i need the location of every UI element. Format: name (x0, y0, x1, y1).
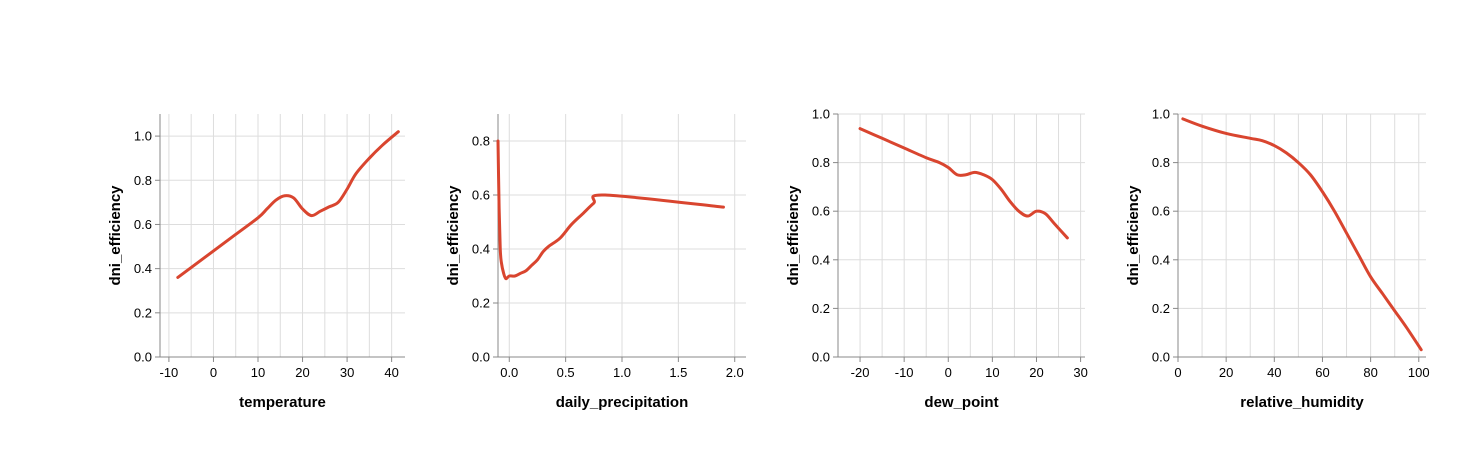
x-tick-label: 100 (1408, 365, 1430, 380)
y-tick-label: 0.2 (134, 305, 152, 320)
series-line (176, 130, 400, 279)
y-axis-title: dni_efficiency (107, 185, 124, 286)
y-tick-label: 0.8 (134, 173, 152, 188)
series-line (858, 127, 1069, 240)
x-tick-label: -10 (895, 365, 914, 380)
x-tick-label: 0.5 (557, 365, 575, 380)
x-axis-title: relative_humidity (1240, 394, 1364, 411)
x-tick-label: 10 (985, 365, 999, 380)
y-tick-label: 0.8 (1152, 155, 1170, 170)
x-tick-label: 60 (1315, 365, 1329, 380)
x-tick-label: 30 (1073, 365, 1087, 380)
x-tick-label: 0 (1174, 365, 1181, 380)
series-line (496, 139, 725, 281)
y-tick-label: 1.0 (134, 129, 152, 144)
y-tick-label: 0.6 (472, 188, 490, 203)
y-axis-title: dni_efficiency (1125, 185, 1142, 286)
x-tick-label: 2.0 (726, 365, 744, 380)
y-tick-label: 0.8 (812, 155, 830, 170)
gridlines (498, 114, 746, 358)
x-tick-label: 1.0 (613, 365, 631, 380)
y-tick-label: 0.2 (472, 296, 490, 311)
y-tick-label: 0.0 (134, 350, 152, 365)
x-tick-label: 20 (295, 365, 309, 380)
y-tick-label: 0.0 (812, 350, 830, 365)
y-tick-label: 0.2 (1152, 301, 1170, 316)
y-tick-label: 0.6 (1152, 204, 1170, 219)
y-tick-label: 0.2 (812, 301, 830, 316)
x-tick-label: 20 (1029, 365, 1043, 380)
y-tick-label: 0.4 (812, 252, 830, 267)
x-tick-label: 40 (1267, 365, 1281, 380)
x-tick-label: 10 (251, 365, 265, 380)
x-tick-label: 20 (1219, 365, 1233, 380)
chart-3: -20 -10 0 10 20 30 0.0 0.2 0.4 0.6 0.8 1.0 dew_point… (785, 107, 1088, 412)
y-tick-label: 0.0 (1152, 350, 1170, 365)
y-axis-title: dni_efficiency (785, 185, 802, 286)
y-axis-title: dni_efficiency (445, 185, 462, 286)
gridlines (1177, 113, 1426, 358)
x-tick-label: -10 (160, 365, 179, 380)
chart-4: 0 20 40 60 80 100 0.0 0.2 0.4 0.6 0.8 1.0 relative_h… (1125, 107, 1430, 412)
y-tick-label: 0.8 (472, 134, 490, 149)
series-line (1181, 117, 1423, 352)
gridlines (838, 113, 1085, 358)
x-axis-title: daily_precipitation (556, 394, 689, 411)
x-tick-label: 80 (1363, 365, 1377, 380)
y-tick-label: 0.6 (812, 204, 830, 219)
x-axis-title: dew_point (924, 394, 998, 411)
x-tick-label: 0 (945, 365, 952, 380)
y-tick-label: 1.0 (1152, 107, 1170, 122)
chart-1: -10 0 10 20 30 40 0.0 0.2 0.4 0.6 0.8 1.0 temperatur… (107, 114, 405, 411)
y-tick-label: 0.4 (134, 261, 152, 276)
x-tick-label: 1.5 (669, 365, 687, 380)
y-tick-label: 0.4 (1152, 252, 1170, 267)
chart-2: 0.0 0.5 1.0 1.5 2.0 0.0 0.2 0.4 0.6 0.8 daily_prec… (445, 114, 746, 411)
y-tick-label: 1.0 (812, 107, 830, 122)
x-tick-label: 0 (210, 365, 217, 380)
y-tick-label: 0.0 (472, 350, 490, 365)
x-axis-title: temperature (239, 394, 326, 411)
y-tick-label: 0.4 (472, 242, 490, 257)
x-tick-label: 40 (384, 365, 398, 380)
x-tick-label: 0.0 (500, 365, 518, 380)
x-tick-label: -20 (851, 365, 870, 380)
y-tick-label: 0.6 (134, 217, 152, 232)
gridlines (160, 114, 405, 358)
x-tick-label: 30 (340, 365, 354, 380)
